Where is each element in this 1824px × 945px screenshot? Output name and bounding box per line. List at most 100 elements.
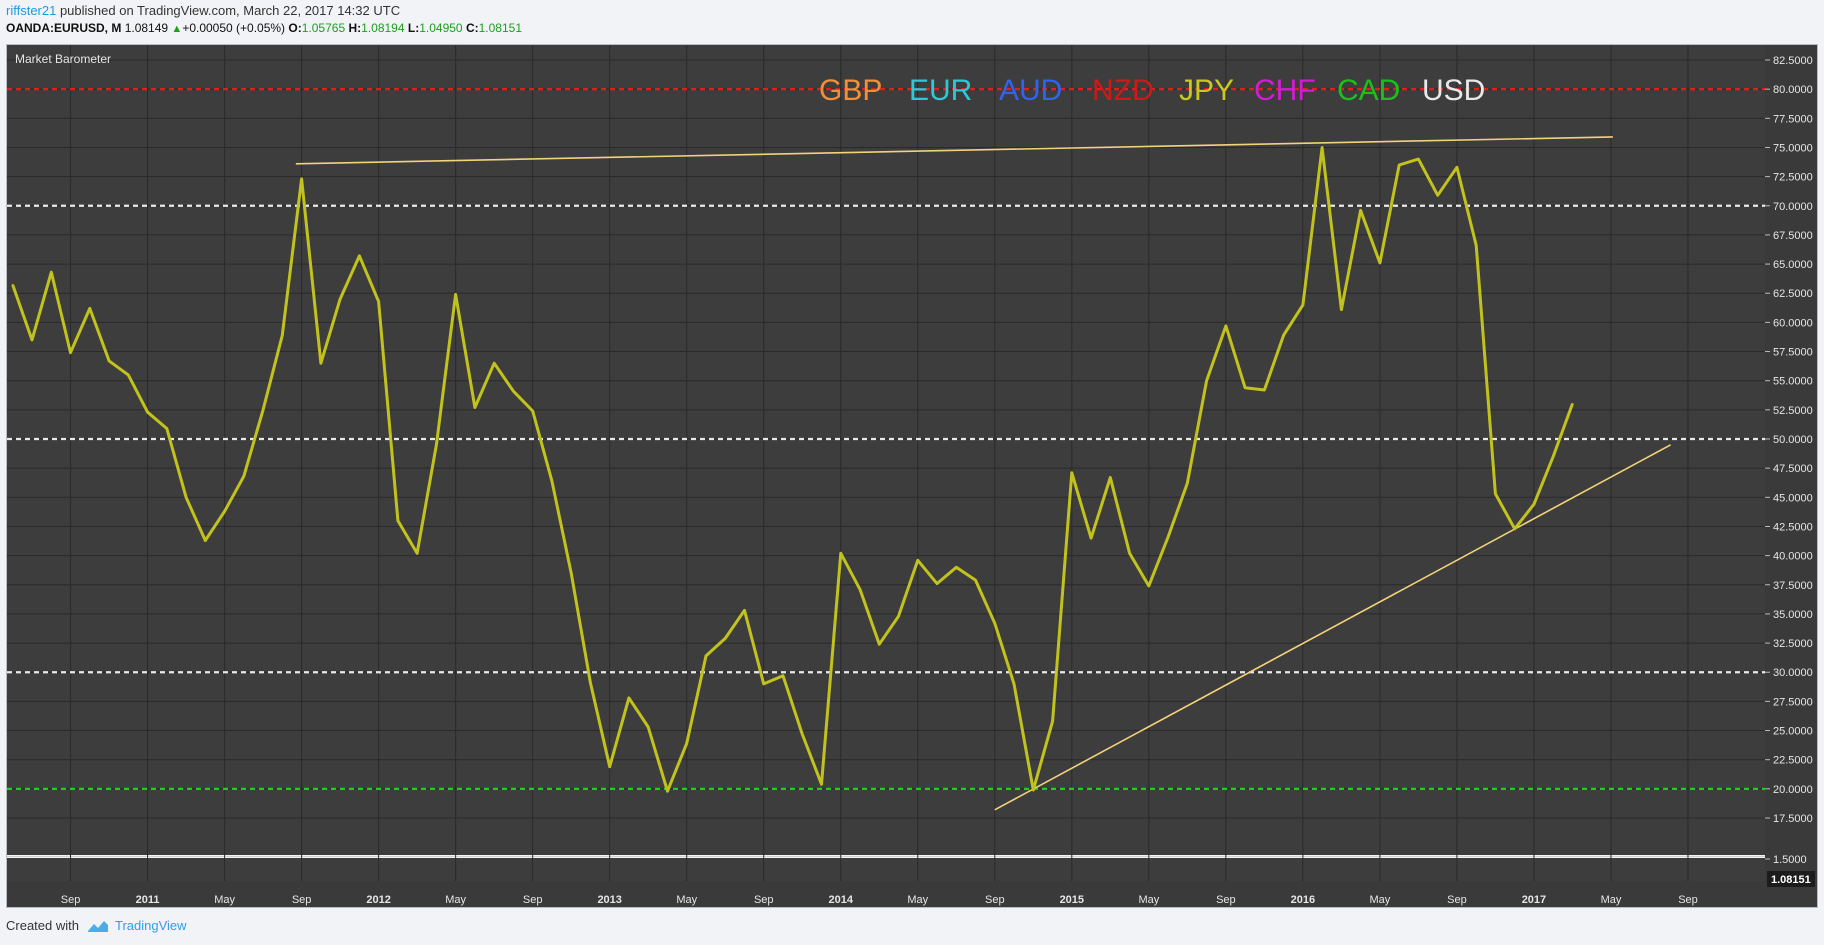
data-point <box>1301 303 1305 307</box>
currency-label-nzd: NZD <box>1092 74 1154 107</box>
data-point <box>916 559 919 562</box>
data-point <box>1128 552 1131 555</box>
data-point <box>1032 788 1035 792</box>
last-value-label: 1.08151 <box>1771 874 1811 886</box>
data-point <box>1051 720 1054 723</box>
x-tick-label: Sep <box>61 894 81 906</box>
y-tick-label: 35.0000 <box>1773 609 1813 621</box>
data-point <box>762 682 765 686</box>
data-point <box>281 334 284 337</box>
data-point <box>1224 324 1228 328</box>
data-point <box>11 283 14 287</box>
data-point <box>50 271 53 274</box>
x-tick-label: Sep <box>292 894 312 906</box>
data-point <box>184 496 188 499</box>
data-point <box>646 725 650 729</box>
y-tick-label: 82.5000 <box>1773 55 1813 67</box>
plot-background <box>7 45 1765 855</box>
data-point <box>377 300 380 303</box>
data-point <box>589 681 592 684</box>
price-change: +0.00050 (+0.05%) <box>182 21 286 35</box>
series-line-1 <box>11 146 1574 793</box>
data-point <box>1243 386 1247 389</box>
data-point <box>396 519 400 522</box>
data-point <box>1378 261 1382 265</box>
low-value: 1.04950 <box>419 21 463 35</box>
data-point <box>1166 535 1170 539</box>
price-axis-background <box>1765 45 1817 907</box>
data-point <box>608 765 611 768</box>
y-tick-label: 65.0000 <box>1773 259 1813 271</box>
y-tick-label: 75.0000 <box>1773 142 1813 154</box>
chart-frame[interactable]: 82.5000 80.0000 77.5000 75.0000 72.5000 70.00… <box>6 44 1818 908</box>
x-tick-label: 2012 <box>366 894 390 906</box>
data-point <box>743 609 746 612</box>
currency-label-cad: CAD <box>1337 74 1400 107</box>
low-label: L: <box>407 21 420 35</box>
y-tick-label: 60.0000 <box>1773 317 1813 329</box>
y-tick-label: 57.5000 <box>1773 347 1813 359</box>
y-tick-label: 37.5000 <box>1773 580 1813 592</box>
author-link[interactable]: riffster21 <box>6 3 57 18</box>
y-tick-label: 22.5000 <box>1773 755 1813 767</box>
data-point <box>492 362 496 365</box>
tradingview-link[interactable]: TradingView <box>87 918 187 933</box>
data-point <box>858 588 862 591</box>
lower-tick-label: 1.5000 <box>1773 854 1807 866</box>
currency-label-gbp: GBP <box>819 74 882 107</box>
x-tick-label: Sep <box>985 894 1005 906</box>
currency-label-usd: USD <box>1422 74 1485 107</box>
y-tick-label: 45.0000 <box>1773 492 1813 504</box>
tradingview-logo-icon <box>87 920 108 932</box>
data-point <box>666 789 669 793</box>
chart-svg[interactable]: 82.5000 80.0000 77.5000 75.0000 72.5000 70.00… <box>7 45 1817 907</box>
data-point <box>550 479 554 483</box>
data-point <box>1436 194 1439 197</box>
data-point <box>1551 455 1555 458</box>
y-tick-label: 62.5000 <box>1773 288 1813 300</box>
y-tick-label: 30.0000 <box>1773 667 1813 679</box>
data-point <box>30 338 34 342</box>
x-tick-label: Sep <box>1216 894 1236 906</box>
data-point <box>204 539 207 542</box>
x-tick-label: 2014 <box>829 894 854 906</box>
data-point <box>1205 379 1208 382</box>
data-point <box>107 359 111 363</box>
footer: Created with TradingView <box>6 918 187 933</box>
tradingview-brand: TradingView <box>114 918 187 933</box>
data-point <box>974 578 977 582</box>
y-tick-label: 70.0000 <box>1773 201 1813 213</box>
y-tick-label: 42.5000 <box>1773 521 1813 533</box>
x-tick-label: 2011 <box>136 894 160 906</box>
x-tick-label: 2016 <box>1291 894 1315 906</box>
data-point <box>897 615 900 618</box>
currency-label-chf: CHF <box>1254 74 1316 107</box>
data-point <box>127 373 130 377</box>
y-tick-label: 47.5000 <box>1773 463 1813 475</box>
data-point <box>146 410 149 414</box>
data-point <box>1070 471 1074 475</box>
x-tick-label: May <box>1138 894 1159 906</box>
data-point <box>1186 482 1189 485</box>
data-point <box>338 297 342 301</box>
data-point <box>1340 308 1343 311</box>
chart-title: Market Barometer <box>15 52 111 66</box>
data-point <box>1571 402 1574 406</box>
data-point <box>1109 476 1112 479</box>
data-point <box>724 637 727 640</box>
publish-info: riffster21 published on TradingView.com,… <box>6 3 400 18</box>
y-tick-label: 50.0000 <box>1773 434 1813 446</box>
x-tick-label: May <box>1601 894 1622 906</box>
y-tick-label: 32.5000 <box>1773 638 1813 650</box>
data-point <box>1532 503 1536 506</box>
y-tick-label: 20.0000 <box>1773 784 1813 796</box>
data-point <box>781 674 785 677</box>
data-point <box>88 307 91 310</box>
data-point <box>569 571 573 575</box>
data-point <box>415 552 419 555</box>
data-point <box>454 293 457 296</box>
data-point <box>1012 682 1016 686</box>
data-point <box>531 409 534 413</box>
symbol-info: OANDA:EURUSD, M 1.08149 ▲+0.00050 (+0.05… <box>6 21 522 35</box>
data-point <box>1397 163 1401 167</box>
